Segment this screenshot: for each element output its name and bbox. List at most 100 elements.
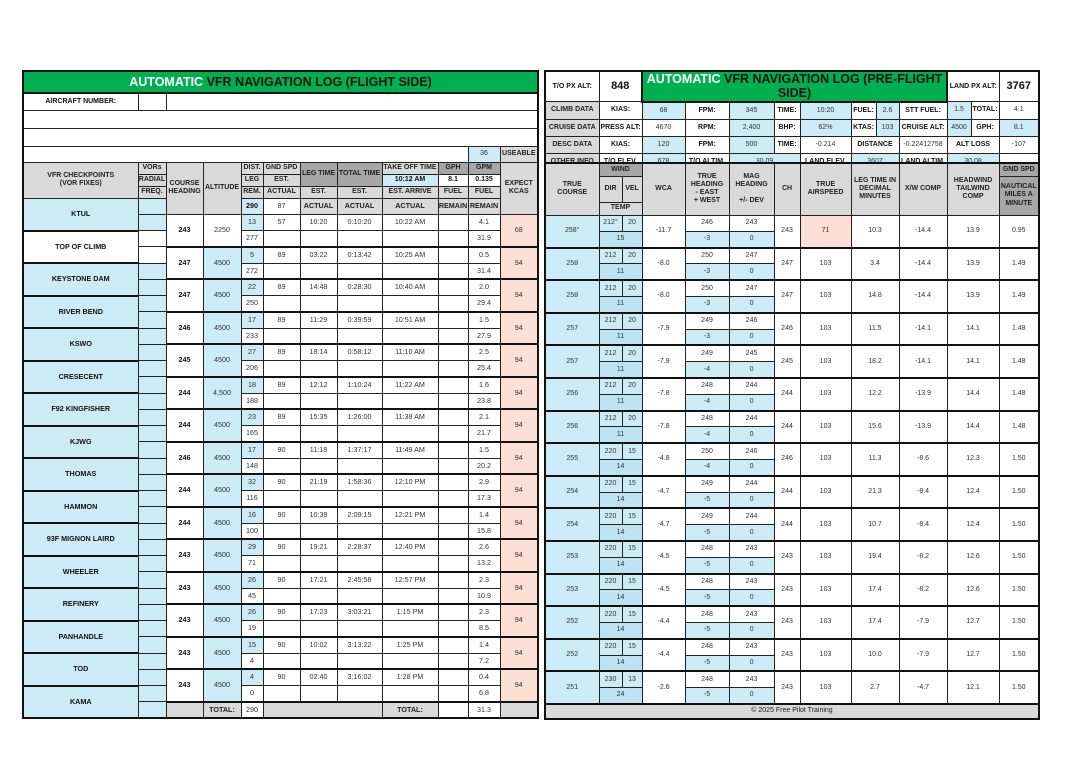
leg-temp[interactable]: 14 (598, 556, 643, 575)
leg-gnd-spd[interactable]: 89 (262, 278, 301, 297)
leg-gph-blank[interactable] (437, 311, 469, 329)
leg-time-actual[interactable] (299, 522, 338, 541)
leg-total-time[interactable]: 0:28:30 (336, 278, 383, 297)
leg-true-course[interactable]: 257 (544, 312, 600, 347)
leg-gph-blank[interactable] (437, 441, 469, 459)
leg-est-arrive[interactable]: 11:49 AM (381, 441, 439, 459)
checkpoint-2[interactable]: KEYSTONE DAM (22, 262, 139, 297)
leg-fuel-used[interactable]: 1.5 (467, 441, 501, 459)
leg-course-heading[interactable]: 244 (165, 408, 204, 443)
checkpoint-0[interactable]: KTUL (22, 197, 139, 232)
leg-gnd-spd[interactable]: 90 (262, 441, 301, 459)
leg-est-arrive[interactable]: 10:40 AM (381, 278, 439, 297)
leg-distance[interactable]: 17 (240, 311, 264, 329)
leg-true-airspeed[interactable]: 71 (799, 214, 852, 249)
leg-expect-kcas[interactable]: 94 (499, 506, 539, 541)
leg-fuel-used[interactable]: 2.3 (467, 603, 501, 622)
leg-actual-arrive[interactable] (381, 457, 439, 476)
leg-actual-arrive[interactable] (381, 229, 439, 248)
leg-remaining-distance[interactable]: 165 (240, 424, 264, 443)
leg-true-airspeed[interactable]: 103 (799, 475, 852, 510)
leg-gnd-spd[interactable]: 89 (262, 311, 301, 329)
leg-gph-blank[interactable] (437, 473, 469, 492)
checkpoint-1[interactable]: TOP OF CLIMB (22, 230, 139, 264)
leg-wind-dir[interactable]: 212° (598, 214, 623, 232)
leg-time-actual[interactable] (299, 359, 338, 378)
leg-altitude[interactable]: 4,500 (202, 376, 242, 411)
leg-time-actual[interactable] (299, 652, 338, 671)
leg-gnd-spd[interactable]: 90 (262, 506, 301, 524)
leg-wind-dir[interactable]: 220 (598, 605, 623, 623)
vor-field[interactable] (137, 538, 167, 557)
leg-distance[interactable]: 18 (240, 376, 264, 394)
leg-east-west-correction[interactable]: -5 (684, 621, 730, 640)
leg-actual-arrive[interactable] (381, 652, 439, 671)
leg-east-west-correction[interactable]: -4 (684, 426, 730, 445)
leg-wind-dir[interactable]: 212 (598, 279, 623, 297)
leg-course-heading[interactable]: 243 (165, 571, 204, 606)
leg-est-arrive[interactable]: 12:21 PM (381, 506, 439, 524)
leg-fuel-used[interactable]: 2.1 (467, 408, 501, 427)
leg-gph-blank[interactable] (437, 506, 469, 524)
vor-field[interactable] (137, 636, 167, 654)
leg-remaining-distance[interactable]: 100 (240, 522, 264, 541)
leg-total-time[interactable]: 0:39:59 (336, 311, 383, 329)
leg-fuel-remaining[interactable]: 13.2 (467, 554, 501, 573)
leg-remaining-distance[interactable]: 4 (240, 652, 264, 671)
leg-wind-vel[interactable]: 15 (621, 638, 643, 656)
climb-kias-field[interactable]: 68 (641, 101, 686, 120)
leg-blank[interactable] (437, 652, 469, 671)
checkpoint-7[interactable]: KJWG (22, 425, 139, 459)
leg-gnd-spd-actual[interactable] (262, 684, 301, 703)
gph-field[interactable]: 8.1 (437, 173, 469, 187)
leg-total-time[interactable]: 0:10:20 (336, 213, 383, 232)
leg-distance[interactable]: 26 (240, 603, 264, 622)
leg-remaining-distance[interactable]: 206 (240, 359, 264, 378)
leg-est-arrive[interactable]: 12:10 PM (381, 473, 439, 492)
leg-course-heading[interactable]: 247 (165, 278, 204, 313)
checkpoint-15[interactable]: KAMA (22, 685, 139, 719)
leg-est-arrive[interactable]: 12:57 PM (381, 571, 439, 589)
leg-east-west-correction[interactable]: -5 (684, 491, 730, 510)
leg-time-actual[interactable] (299, 327, 338, 346)
leg-time[interactable]: 11:18 (299, 441, 338, 459)
leg-gnd-spd[interactable]: 89 (262, 343, 301, 362)
leg-total-time-actual[interactable] (336, 652, 383, 671)
leg-altitude[interactable]: 4500 (202, 571, 242, 606)
leg-wind-dir[interactable]: 220 (598, 540, 623, 558)
leg-remaining-distance[interactable]: 116 (240, 489, 264, 508)
leg-time-actual[interactable] (299, 392, 338, 411)
leg-altitude[interactable]: 4500 (202, 408, 242, 443)
gpm-field[interactable]: 0.135 (467, 173, 501, 187)
leg-course-heading[interactable]: 243 (165, 213, 204, 248)
vor-field[interactable] (137, 668, 167, 687)
leg-fuel-used[interactable]: 1.4 (467, 636, 501, 654)
leg-est-arrive[interactable]: 10:22 AM (381, 213, 439, 232)
leg-course-heading[interactable]: 244 (165, 506, 204, 541)
leg-expect-kcas[interactable]: 68 (499, 213, 539, 248)
leg-gnd-spd[interactable]: 90 (262, 668, 301, 687)
leg-east-west-correction[interactable]: -3 (684, 295, 730, 314)
leg-time-actual[interactable] (299, 294, 338, 313)
leg-gnd-spd-actual[interactable] (262, 424, 301, 443)
leg-expect-kcas[interactable]: 94 (499, 278, 539, 313)
leg-distance[interactable]: 16 (240, 506, 264, 524)
leg-actual-arrive[interactable] (381, 684, 439, 703)
leg-true-airspeed[interactable]: 103 (799, 312, 852, 347)
useable-fuel-field[interactable]: 36 (467, 145, 501, 163)
leg-fuel-used[interactable]: 2.3 (467, 571, 501, 589)
leg-total-time-actual[interactable] (336, 457, 383, 476)
leg-deviation[interactable]: 0 (728, 556, 775, 575)
checkpoint-9[interactable]: HAMMON (22, 490, 139, 524)
leg-wind-dir[interactable]: 220 (598, 638, 623, 656)
checkpoint-10[interactable]: 93F MIGNON LAIRD (22, 522, 139, 557)
leg-deviation[interactable]: 0 (728, 621, 775, 640)
leg-gnd-spd[interactable]: 89 (262, 376, 301, 394)
leg-distance[interactable]: 5 (240, 246, 264, 264)
leg-true-course[interactable]: 258 (544, 279, 600, 314)
vor-field[interactable] (137, 554, 167, 573)
leg-actual-arrive[interactable] (381, 489, 439, 508)
leg-true-airspeed[interactable]: 103 (799, 279, 852, 314)
leg-wind-vel[interactable]: 15 (621, 540, 643, 558)
leg-east-west-correction[interactable]: -4 (684, 393, 730, 412)
